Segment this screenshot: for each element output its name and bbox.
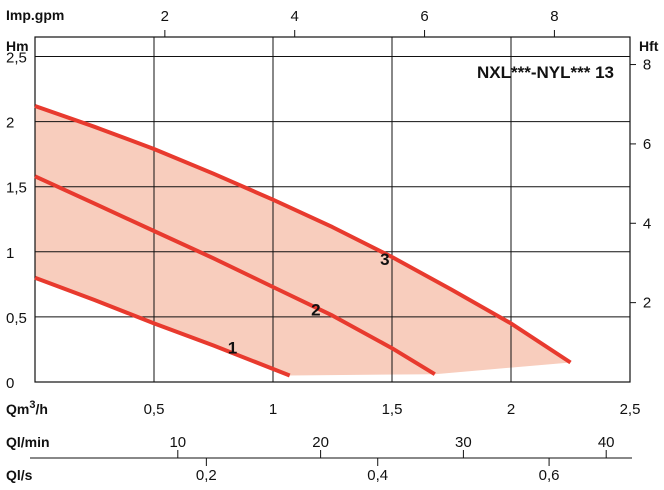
top-tick-label: 4	[291, 8, 299, 25]
x-primary-axis-title: Qm3/h	[6, 399, 48, 417]
y-left-axis-title: Hm	[6, 38, 29, 54]
lmin-tick-label: 40	[598, 434, 615, 451]
series-group	[34, 104, 572, 378]
pump-curve-3	[34, 104, 572, 365]
y-right-tick-label: 4	[643, 215, 651, 232]
lmin-tick-label: 20	[312, 434, 329, 451]
top-tick-label: 6	[420, 8, 428, 25]
ls-axis-title: Ql/s	[6, 467, 33, 483]
y-left-tick-label: 0,5	[6, 310, 27, 327]
x-primary-tick-label: 1,5	[382, 401, 403, 418]
y-left-tick-label: 2,5	[6, 50, 27, 67]
y-left-tick-label: 1	[6, 245, 14, 262]
top-tick-label: 8	[550, 8, 558, 25]
pump-curve-2	[34, 174, 436, 376]
y-right-axis-title: Hft	[639, 38, 659, 54]
lmin-tick-label: 30	[455, 434, 472, 451]
y-right-tick-label: 2	[643, 295, 651, 312]
x-primary-tick-label: 0,5	[144, 401, 165, 418]
y-left-tick-label: 2	[6, 115, 14, 132]
operating-area	[35, 106, 571, 376]
lmin-axis-title: Ql/min	[6, 434, 50, 450]
y-right-tick-label: 8	[643, 57, 651, 74]
top-axis-title: Imp.gpm	[6, 7, 64, 23]
plot-frame	[34, 36, 631, 383]
top-tick-label: 2	[161, 8, 169, 25]
ls-tick-label: 0,6	[539, 467, 560, 484]
lmin-tick-label: 10	[169, 434, 186, 451]
ls-tick-label: 0,4	[367, 467, 388, 484]
ls-tick-label: 0,2	[196, 467, 217, 484]
y-left-tick-label: 0	[6, 375, 14, 392]
chart-title: NXL***-NYL*** 13	[477, 63, 614, 82]
y-left-tick-label: 1,5	[6, 180, 27, 197]
x-primary-tick-label: 2	[507, 401, 515, 418]
curve-label-3: 3	[380, 250, 389, 269]
curve-label-1: 1	[228, 338, 237, 357]
x-primary-tick-label: 1	[269, 401, 277, 418]
labels-group: 1 2 3 Imp.gpm Hm Hft Qm3/h Ql/min Ql/s 2 4 6 8 0 0,5 1 1…	[6, 7, 659, 484]
operating-area-fill	[35, 106, 571, 376]
x-primary-tick-label: 2,5	[620, 401, 641, 418]
y-right-tick-label: 6	[643, 136, 651, 153]
pump-curve-1	[34, 275, 291, 378]
curve-label-2: 2	[311, 301, 320, 320]
